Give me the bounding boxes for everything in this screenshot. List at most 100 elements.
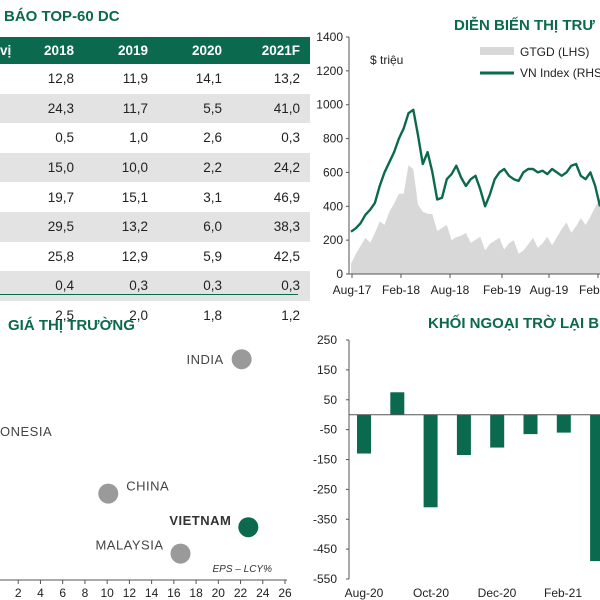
bar <box>523 414 538 435</box>
y-tick-label: 1200 <box>316 64 343 78</box>
table-cell: 42,5 <box>273 248 300 264</box>
y-tick-label: 400 <box>323 199 343 213</box>
table-cell: 0,5 <box>55 130 74 146</box>
vn-index-line <box>350 108 600 233</box>
table-cell: 13,2 <box>84 211 158 242</box>
table-cell: 12,8 <box>47 71 74 87</box>
unit-label: $ triệu <box>370 53 403 67</box>
scatter-point-label: CHINA <box>126 479 169 494</box>
x-tick-label: Aug-17 <box>333 283 372 297</box>
y-tick-label: 200 <box>323 233 343 247</box>
table-cell: 10,0 <box>84 152 158 183</box>
table-cell: 0,4 <box>18 271 84 301</box>
table-cell: 2,0 <box>129 308 148 324</box>
x-tick-label: Feb-21 <box>544 586 582 600</box>
table-cell: 15,1 <box>121 189 148 205</box>
legend-swatch-gtgd <box>480 47 514 55</box>
y-tick-label: 1400 <box>316 30 343 44</box>
scatter-chart-title: GIÁ THỊ TRƯỜNG <box>8 317 135 334</box>
table-cell: 0,3 <box>84 271 158 301</box>
x-tick-label: Feb-18 <box>382 283 420 297</box>
table-cell: 38,3 <box>232 211 310 242</box>
y-tick-label: 600 <box>323 165 343 179</box>
table-cell: 2,2 <box>158 152 232 183</box>
scatter-point-label: INDIA <box>186 352 223 367</box>
x-tick-label: 20 <box>212 586 226 600</box>
y-tick-label: 250 <box>317 333 337 347</box>
table-cell: 11,9 <box>122 71 148 87</box>
table-col-header: 2018 <box>18 37 84 64</box>
y-tick-label: -250 <box>313 482 337 496</box>
table-row: 2,5 2,0 1,8 1,2 <box>0 301 310 331</box>
table-cell: 24,3 <box>18 93 84 124</box>
table-row: 0,4 0,3 0,3 0,3 <box>0 271 310 301</box>
table-cell: 3,1 <box>203 189 222 205</box>
scatter-point-label: MALAYSIA <box>95 538 163 553</box>
x-tick-label: Feb-19 <box>483 283 521 297</box>
y-tick-label: -450 <box>313 542 337 556</box>
table-row: 12,8 11,9 14,1 13,2 <box>0 64 310 94</box>
x-tick-label: Dec-20 <box>478 586 517 600</box>
legend-label-vnindex: VN Index (RHS <box>520 66 600 80</box>
table-cell: 0,3 <box>158 271 232 301</box>
table-cell: 25,8 <box>47 248 74 264</box>
scatter-point-label: VIETNAM <box>169 513 231 528</box>
table-cell: 11,7 <box>84 93 158 124</box>
table-cell: 24,2 <box>232 152 310 183</box>
bar <box>456 414 471 456</box>
table-cell: 6,0 <box>158 211 232 242</box>
table-row: 24,3 11,7 5,5 41,0 <box>0 93 310 124</box>
flow-chart-title: KHỐI NGOẠI TRỜ LẠI B <box>428 315 600 332</box>
y-tick-label: -150 <box>313 453 337 467</box>
table-col-header: 2020 <box>158 37 232 64</box>
x-tick-label: Oct-20 <box>413 586 449 600</box>
table-cell: 19,7 <box>47 189 74 205</box>
table-cell: 14,1 <box>195 71 222 87</box>
y-tick-label: 150 <box>317 363 337 377</box>
table-cell: 2,5 <box>55 308 74 324</box>
bar <box>490 414 505 448</box>
forecast-table: vị 2018 2019 2020 2021F 12,8 11,9 14,1 1… <box>0 37 310 330</box>
table-header-row: vị 2018 2019 2020 2021F <box>0 37 310 64</box>
bar <box>357 414 371 454</box>
table-cell: 13,2 <box>273 71 300 87</box>
x-tick-label: 4 <box>37 586 44 600</box>
scatter-point <box>98 483 119 504</box>
bar <box>390 392 405 415</box>
x-tick-label: Aug-20 <box>345 586 384 600</box>
scatter-point <box>238 517 259 538</box>
market-chart-title: DIỄN BIẾN THỊ TRƯ <box>454 17 595 34</box>
x-tick-label: Feb-20 <box>579 283 600 297</box>
table-cell: 1,8 <box>203 308 222 324</box>
table-row: 0,5 1,0 2,6 0,3 <box>0 123 310 153</box>
x-tick-label: 18 <box>189 586 203 600</box>
x-tick-label: 16 <box>167 586 181 600</box>
y-tick-label: 0 <box>336 267 343 281</box>
x-tick-label: 8 <box>82 586 89 600</box>
table-cell: 15,0 <box>18 152 84 183</box>
table-row: 25,8 12,9 5,9 42,5 <box>0 242 310 272</box>
y-tick-label: -350 <box>313 512 337 526</box>
y-tick-label: -550 <box>313 572 337 586</box>
table-row: 15,0 10,0 2,2 24,2 <box>0 152 310 183</box>
table-cell: 1,2 <box>281 308 300 324</box>
table-title: BÁO TOP-60 DC <box>4 8 120 25</box>
x-tick-label: 24 <box>256 586 270 600</box>
table-cell: 0,3 <box>232 271 310 301</box>
x-tick-label: Aug-18 <box>431 283 470 297</box>
y-tick-label: 1000 <box>316 98 343 112</box>
table-cell: 5,9 <box>203 248 222 264</box>
bar <box>590 414 600 562</box>
y-tick-label: 50 <box>324 393 338 407</box>
y-tick-label: -50 <box>320 423 338 437</box>
table-row: 19,7 15,1 3,1 46,9 <box>0 182 310 212</box>
table-cell: 41,0 <box>232 93 310 124</box>
table-cell: 5,5 <box>158 93 232 124</box>
scatter-note: EPS – LCY% <box>213 564 273 575</box>
table-col-header: 2019 <box>84 37 158 64</box>
x-tick-label: 10 <box>100 586 114 600</box>
legend-label-gtgd: GTGD (LHS) <box>520 45 589 59</box>
gtgd-area <box>351 165 600 274</box>
x-tick-label: 12 <box>123 586 137 600</box>
x-tick-label: 6 <box>59 586 66 600</box>
